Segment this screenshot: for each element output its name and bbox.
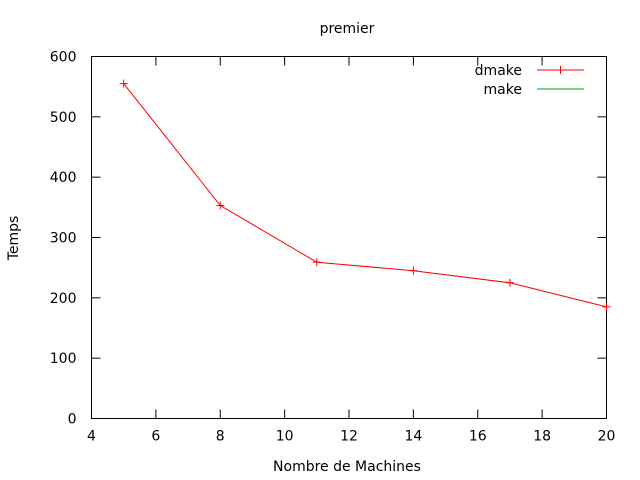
x-tick-label: 18 (533, 429, 551, 445)
x-tick-label: 10 (276, 429, 294, 445)
y-tick-label: 0 (68, 412, 77, 428)
y-axis-ticks: 0 100 200 300 400 500 600 (50, 50, 607, 428)
y-tick-label: 100 (50, 351, 77, 367)
series-line-dmake (123, 83, 607, 308)
x-tick-label: 12 (340, 429, 358, 445)
x-tick-label: 14 (404, 429, 422, 445)
y-tick-label: 500 (50, 110, 77, 126)
data-point-dmake (602, 302, 611, 311)
y-tick-label: 300 (50, 231, 77, 247)
legend: dmake make (475, 63, 584, 98)
data-point-dmake (409, 266, 418, 275)
legend-marker-dmake (556, 66, 565, 74)
x-axis-ticks: 4 6 8 10 12 14 16 18 20 (87, 56, 616, 445)
y-axis-label: Temps (6, 216, 22, 262)
series-layer (119, 79, 611, 311)
data-point-dmake (505, 278, 514, 287)
data-point-dmake (312, 258, 321, 267)
legend-label-make: make (484, 82, 522, 98)
plot-frame (91, 56, 607, 419)
x-axis-label: Nombre de Machines (273, 459, 421, 475)
y-tick-label: 400 (50, 170, 77, 186)
x-tick-label: 16 (469, 429, 487, 445)
y-tick-label: 200 (50, 291, 77, 307)
x-tick-label: 6 (151, 429, 160, 445)
data-point-dmake (119, 79, 128, 88)
legend-label-dmake: dmake (475, 63, 522, 79)
x-tick-label: 20 (598, 429, 616, 445)
x-tick-label: 4 (87, 429, 96, 445)
data-point-dmake (216, 201, 225, 210)
x-tick-label: 8 (216, 429, 225, 445)
y-tick-label: 600 (50, 50, 77, 66)
chart-title: premier (320, 21, 375, 37)
